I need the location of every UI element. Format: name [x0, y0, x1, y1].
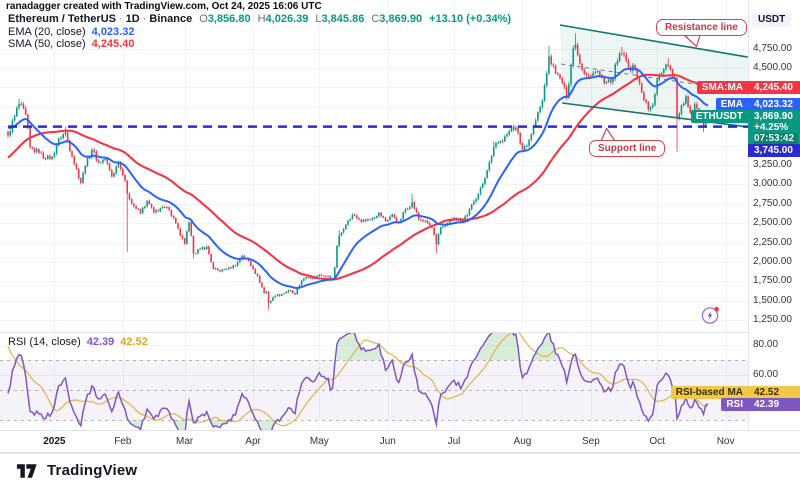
price-tick-label: 1,250.00: [753, 314, 792, 326]
sma-axis-label: SMA:MA: [696, 81, 748, 95]
time-tick-label: Mar: [176, 436, 194, 447]
rsi-axis-label: RSI: [721, 397, 748, 411]
price-tick-label: 1,750.00: [753, 275, 792, 287]
ema-axis-label: EMA: [715, 98, 748, 112]
symbol-title: Ethereum / TetherUS: [8, 13, 116, 25]
boost-flash-icon[interactable]: [699, 304, 721, 326]
rsi-label: RSI (14, close): [8, 336, 81, 348]
sma-label: SMA (50, close): [8, 38, 86, 50]
legend: Ethereum / TetherUS · 1D · Binance O3,856.80 H…: [8, 13, 511, 51]
price-tick-label: 3,000.00: [753, 178, 792, 190]
ema-label: EMA (20, close): [8, 25, 86, 38]
time-tick-label: Sep: [582, 436, 600, 447]
last-price-axis-badge: 3,869.90 +4.25% 07:53:42: [748, 110, 800, 145]
bar-countdown: 07:53:42: [754, 133, 798, 144]
ema-value: 4,023.32: [91, 25, 135, 38]
symbol-axis-label: ETHUSDT: [690, 110, 748, 123]
low-label: L: [315, 13, 322, 25]
time-tick-label: May: [309, 436, 329, 447]
support-level-axis-value: 3,745.00: [748, 144, 800, 157]
rsi-ma-axis-label: RSI-based MA: [670, 385, 748, 399]
sma-axis-value: 4,245.40: [748, 81, 800, 95]
last-price-change: +4.25%: [754, 122, 789, 133]
price-tick-label: 4,750.00: [753, 42, 792, 54]
time-tick-label: Oct: [649, 436, 665, 447]
tradingview-logo-icon[interactable]: [16, 463, 40, 479]
ema-axis-value: 4,023.32: [748, 98, 800, 112]
tradingview-brand[interactable]: TradingView: [47, 462, 138, 479]
close-label: C: [371, 13, 380, 25]
price-tick-label: 2,750.00: [753, 197, 792, 209]
open-label: O: [199, 13, 208, 25]
footer-bar: TradingView: [0, 453, 800, 487]
high-value: 4,026.39: [265, 13, 309, 25]
time-tick-label: Jun: [379, 436, 396, 447]
rsi-legend-row[interactable]: RSI (14, close) 42.39 42.52: [8, 336, 148, 348]
close-value: 3,869.90: [379, 13, 423, 25]
price-tick-label: 1,500.00: [753, 294, 792, 306]
change-value: +13.10 (+0.34%): [429, 13, 512, 25]
price-tick-label: 2,500.00: [753, 217, 792, 229]
last-price-value: 3,869.90: [754, 111, 793, 122]
price-tick-label: 3,250.00: [753, 159, 792, 170]
time-tick-label: Feb: [114, 436, 132, 447]
legend-separator: ·: [119, 13, 123, 25]
attribution-text: ranadagger created with TradingView.com,…: [6, 1, 326, 13]
rsi-tick-label: 60.00: [753, 369, 779, 380]
time-tick-label: 2025: [43, 436, 66, 447]
price-tick-label: 4,500.00: [753, 62, 792, 73]
ema-legend-row[interactable]: EMA (20, close) 4,023.32: [8, 26, 511, 39]
time-tick-label: Aug: [513, 436, 532, 447]
rsi-axis-value: 42.39: [748, 397, 800, 411]
resistance-line-callout[interactable]: Resistance line: [656, 19, 747, 36]
rsi-ma-value: 42.52: [120, 336, 148, 348]
price-tick-label: 2,000.00: [753, 256, 792, 267]
interval-label: 1D: [125, 13, 140, 25]
legend-separator: ·: [142, 13, 147, 25]
price-tick-label: 2,250.00: [753, 236, 792, 248]
symbol-legend-row[interactable]: Ethereum / TetherUS · 1D · Binance O3,856.80 H…: [8, 13, 511, 26]
sma-value: 4,245.40: [91, 38, 135, 50]
exchange-label: Binance: [149, 13, 193, 25]
rsi-ma-axis-value: 42.52: [748, 385, 800, 399]
time-tick-label: Nov: [716, 436, 735, 447]
rsi-tick-label: 80.00: [753, 339, 779, 350]
open-value: 3,856.80: [207, 13, 251, 25]
low-value: 3,845.86: [321, 13, 365, 25]
high-label: H: [257, 13, 266, 25]
time-tick-label: Apr: [245, 436, 261, 447]
rsi-value: 42.39: [86, 336, 115, 348]
support-line-callout[interactable]: Support line: [589, 140, 666, 157]
time-tick-label: Jul: [447, 436, 461, 447]
sma-legend-row[interactable]: SMA (50, close) 4,245.40: [8, 38, 511, 51]
currency-label[interactable]: USDT: [752, 13, 792, 27]
